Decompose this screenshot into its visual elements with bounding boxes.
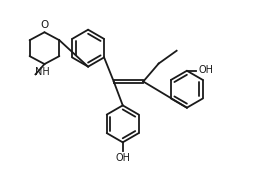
- Text: NH: NH: [35, 67, 49, 77]
- Text: OH: OH: [199, 65, 214, 75]
- Text: OH: OH: [115, 153, 130, 163]
- Text: O: O: [40, 20, 49, 30]
